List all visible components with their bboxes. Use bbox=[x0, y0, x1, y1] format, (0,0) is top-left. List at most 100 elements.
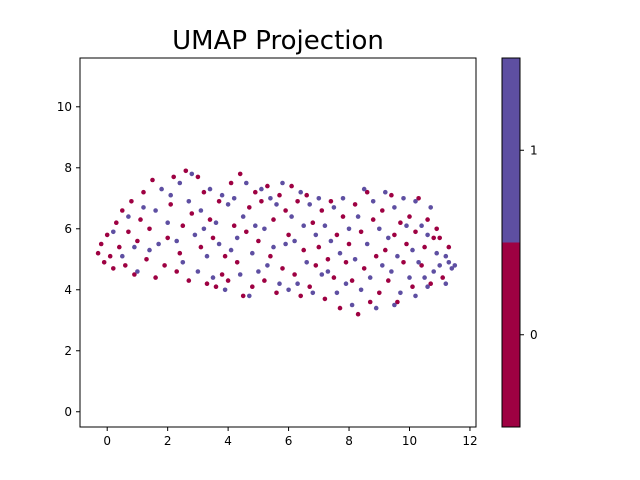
scatter-point bbox=[404, 223, 409, 228]
scatter-point bbox=[201, 189, 207, 195]
scatter-point bbox=[147, 247, 152, 253]
scatter-point bbox=[422, 275, 427, 280]
scatter-point bbox=[328, 238, 334, 244]
scatter-point bbox=[355, 214, 361, 219]
scatter-point bbox=[325, 257, 331, 262]
scatter-point bbox=[289, 214, 294, 219]
scatter-point bbox=[262, 226, 267, 232]
scatter-point bbox=[165, 235, 170, 241]
colorbar-tick-label: 1 bbox=[530, 143, 538, 157]
scatter-point bbox=[240, 214, 246, 219]
scatter-point bbox=[443, 253, 449, 259]
scatter-point bbox=[313, 263, 319, 268]
scatter-point bbox=[277, 281, 282, 287]
scatter-point bbox=[189, 171, 195, 177]
scatter-point bbox=[141, 189, 146, 195]
scatter-point bbox=[283, 208, 288, 213]
scatter-point bbox=[120, 208, 125, 213]
scatter-point bbox=[204, 281, 210, 287]
scatter-point bbox=[373, 305, 379, 311]
scatter-point bbox=[141, 205, 146, 210]
scatter-point bbox=[337, 250, 343, 256]
scatter-point bbox=[392, 205, 397, 210]
colorbar-frame bbox=[501, 57, 521, 428]
scatter-point bbox=[186, 278, 192, 283]
x-tick-label: 12 bbox=[462, 434, 477, 448]
scatter-point bbox=[228, 180, 234, 186]
y-tick-label: 4 bbox=[64, 283, 72, 297]
scatter-point bbox=[95, 250, 101, 256]
scatter-point bbox=[410, 284, 415, 290]
scatter-point bbox=[383, 247, 388, 253]
scatter-point bbox=[253, 223, 258, 228]
scatter-point bbox=[404, 241, 409, 247]
scatter-point bbox=[310, 290, 316, 296]
scatter-point bbox=[437, 263, 443, 268]
scatter-point bbox=[135, 238, 140, 244]
scatter-point bbox=[129, 199, 134, 204]
scatter-point bbox=[364, 189, 370, 195]
scatter-point bbox=[265, 183, 270, 189]
scatter-point bbox=[322, 296, 328, 302]
scatter-point bbox=[398, 290, 403, 296]
scatter-point bbox=[117, 244, 122, 250]
scatter-point bbox=[413, 293, 418, 299]
scatter-point bbox=[132, 244, 137, 250]
scatter-point bbox=[316, 196, 322, 201]
scatter-point bbox=[204, 253, 210, 259]
scatter-point bbox=[289, 183, 294, 189]
scatter-point bbox=[301, 223, 307, 228]
scatter-point bbox=[268, 253, 273, 259]
plot-area: 0 2 4 6 8 10 12 0 2 4 6 8 10 bbox=[57, 100, 478, 448]
scatter-point bbox=[286, 287, 291, 293]
scatter-point bbox=[431, 269, 437, 274]
scatter-point bbox=[177, 250, 183, 256]
scatter-point bbox=[361, 186, 367, 192]
scatter-point bbox=[434, 226, 440, 232]
scatter-point bbox=[310, 220, 316, 225]
scatter-point bbox=[222, 253, 228, 259]
scatter-point bbox=[292, 238, 297, 244]
scatter-point bbox=[265, 263, 270, 268]
scatter-point bbox=[135, 269, 140, 274]
scatter-point bbox=[277, 192, 282, 198]
scatter-point bbox=[319, 208, 325, 213]
scatter-point bbox=[219, 192, 225, 198]
scatter-point bbox=[150, 177, 155, 183]
scatter-point bbox=[262, 278, 267, 283]
scatter-point bbox=[401, 260, 406, 265]
scatter-point bbox=[367, 299, 373, 305]
scatter-point bbox=[165, 220, 170, 225]
scatter-point bbox=[292, 272, 297, 277]
scatter-point bbox=[234, 235, 240, 241]
scatter-point bbox=[352, 257, 358, 262]
scatter-point bbox=[147, 226, 152, 232]
scatter-point bbox=[207, 217, 213, 222]
scatter-point bbox=[183, 168, 189, 174]
scatter-point bbox=[437, 235, 443, 241]
scatter-point bbox=[153, 208, 158, 213]
scatter-point bbox=[240, 293, 246, 299]
chart-title: UMAP Projection bbox=[172, 26, 384, 56]
scatter-point bbox=[377, 226, 382, 232]
scatter-point bbox=[171, 174, 176, 180]
scatter-point bbox=[259, 199, 264, 204]
scatter-point bbox=[207, 186, 213, 192]
scatter-point bbox=[198, 244, 204, 250]
scatter-point bbox=[132, 272, 137, 277]
scatter-point bbox=[98, 241, 104, 247]
scatter-point bbox=[144, 257, 149, 262]
scatter-point bbox=[244, 180, 249, 186]
scatter-point bbox=[440, 275, 446, 280]
scatter-point bbox=[346, 226, 352, 232]
scatter-point bbox=[168, 202, 173, 207]
scatter-point bbox=[425, 284, 430, 290]
scatter-point bbox=[446, 244, 452, 250]
x-tick-label: 10 bbox=[402, 434, 417, 448]
scatter-point bbox=[307, 284, 313, 290]
scatter-point bbox=[168, 192, 173, 198]
scatter-point bbox=[126, 229, 131, 235]
scatter-point bbox=[101, 260, 107, 265]
scatter-point bbox=[416, 260, 421, 265]
